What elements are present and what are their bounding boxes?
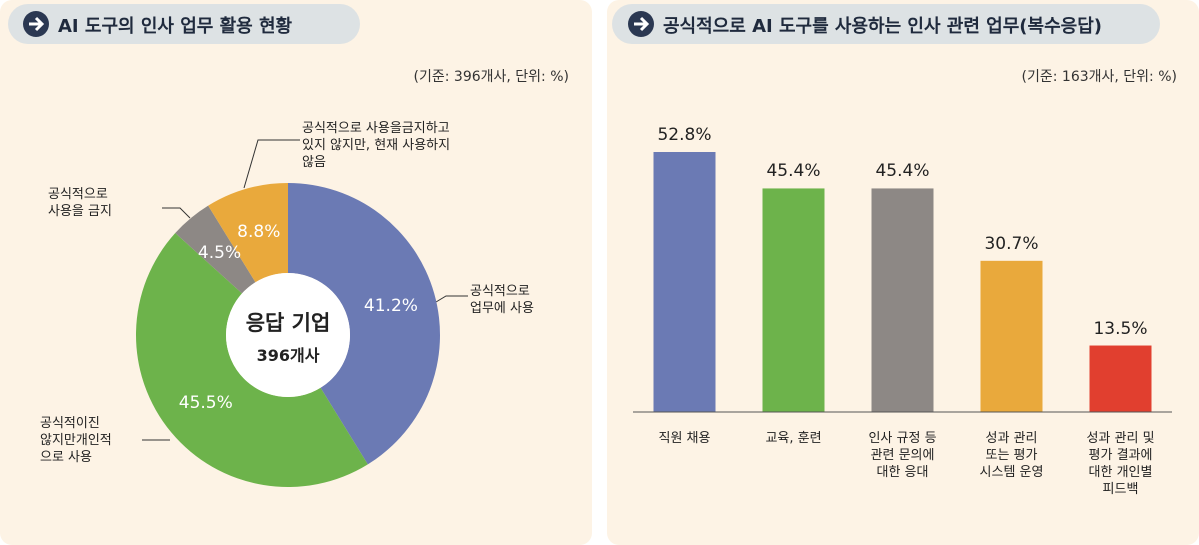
data-label: 30.7% [984, 233, 1039, 254]
legend-label: 공식적으로 사용을금지하고 있지 않지만, 현재 사용하지 않음 [302, 121, 451, 170]
x-tick-label: 성과 관리 및 평가 결과에 대한 개인별 피드백 [1086, 431, 1155, 497]
x-tick-label: 인사 규정 등 관련 문의에 대한 응대 [868, 431, 937, 480]
legend-label: 공식적이진 않지만개인적 으로 사용 [40, 416, 112, 465]
donut-slice [288, 183, 440, 465]
data-label: 45.5% [178, 393, 233, 414]
data-label: 41.2% [363, 295, 418, 316]
bar [980, 260, 1043, 412]
center-label: 응답 기업 [245, 311, 331, 335]
data-label: 4.5% [197, 242, 242, 263]
chart-title: 공식적으로 AI 도구를 사용하는 인사 관련 업무(복수응답) [663, 16, 1102, 37]
title-pill [8, 4, 360, 44]
x-tick-label: 교육, 훈련 [765, 431, 822, 446]
bar [653, 152, 716, 412]
donut-hole [226, 273, 350, 397]
title-pill [612, 4, 1160, 44]
data-label: 45.4% [875, 161, 930, 182]
donut-slice [175, 205, 256, 294]
data-label: 52.8% [657, 125, 712, 145]
note: (기준: 163개사, 단위: %) [1021, 69, 1177, 85]
data-label: 13.5% [1093, 318, 1148, 339]
center-sublabel: 396개사 [256, 346, 320, 365]
donut-slice [208, 183, 288, 283]
bar [1089, 345, 1152, 412]
bar [762, 188, 825, 412]
arrow-icon [23, 11, 654, 37]
legend-label: 공식적으로 업무에 사용 [470, 284, 534, 316]
x-tick-label: 성과 관리 또는 평가 시스템 운영 [979, 431, 1044, 480]
bar [871, 188, 934, 412]
x-tick-label: 직원 채용 [658, 431, 711, 446]
donut-slice [136, 233, 368, 487]
chart-title: AI 도구의 인사 업무 활용 현황 [58, 16, 293, 37]
note: (기준: 396개사, 단위: %) [413, 69, 569, 85]
legend-label: 공식적으로 사용을 금지 [48, 187, 112, 219]
leader-lines [142, 139, 468, 441]
data-label: 8.8% [237, 222, 281, 243]
data-label: 45.4% [766, 161, 821, 182]
